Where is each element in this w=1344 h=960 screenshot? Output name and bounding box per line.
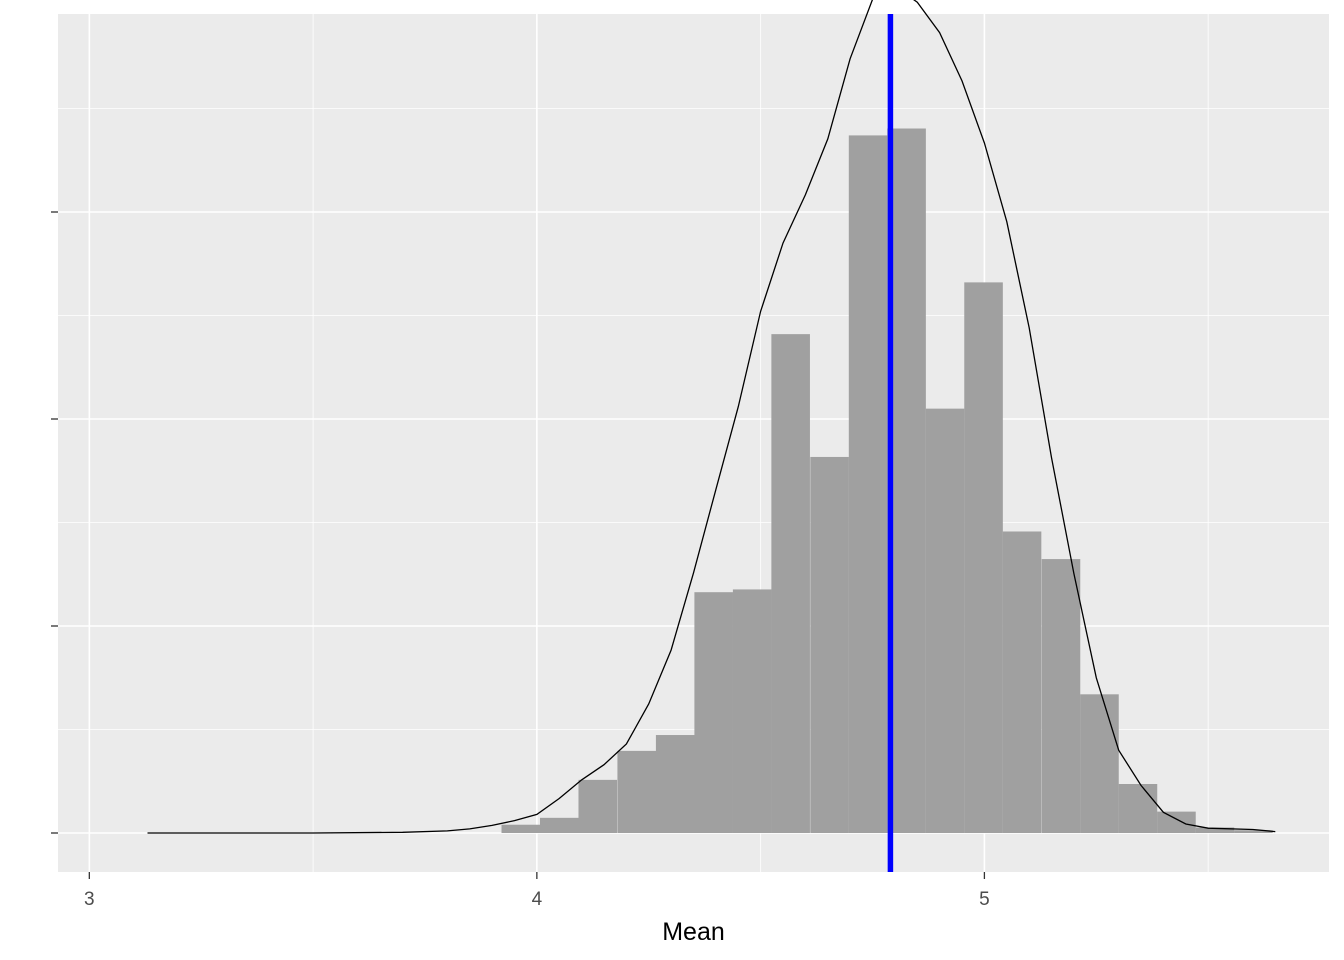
histogram-bar (578, 779, 618, 833)
histogram-bar (964, 282, 1003, 833)
x-axis-title: Mean (662, 918, 725, 946)
minor-gridlines (58, 14, 1329, 872)
histogram-bar (771, 334, 810, 833)
histogram-bar (1041, 559, 1081, 833)
histogram-bar (887, 128, 926, 833)
histogram-bars (501, 128, 1273, 833)
histogram-bar (1195, 827, 1235, 833)
histogram-bar (539, 817, 579, 833)
histogram-bar (1157, 811, 1196, 833)
x-tick-label: 4 (532, 889, 543, 910)
histogram-bar (1118, 784, 1158, 833)
histogram-bar (617, 750, 656, 833)
histogram-bar (1080, 694, 1119, 833)
density-curve (147, 0, 1276, 834)
x-tick-label: 5 (979, 889, 990, 910)
y-axis-ticks (51, 211, 58, 834)
x-tick-label: 3 (84, 889, 95, 910)
x-axis-tick-labels: 3 4 5 (84, 889, 990, 910)
histogram-bar (1002, 531, 1042, 833)
histogram-bar (848, 135, 888, 833)
x-axis-ticks (88, 872, 986, 879)
histogram-bar (694, 592, 733, 833)
histogram-bar (655, 735, 695, 833)
histogram-bar (1234, 830, 1273, 833)
histogram-bar (810, 456, 849, 833)
histogram-bar (501, 824, 541, 833)
histogram-bar (732, 589, 772, 833)
histogram-bar (925, 408, 965, 833)
